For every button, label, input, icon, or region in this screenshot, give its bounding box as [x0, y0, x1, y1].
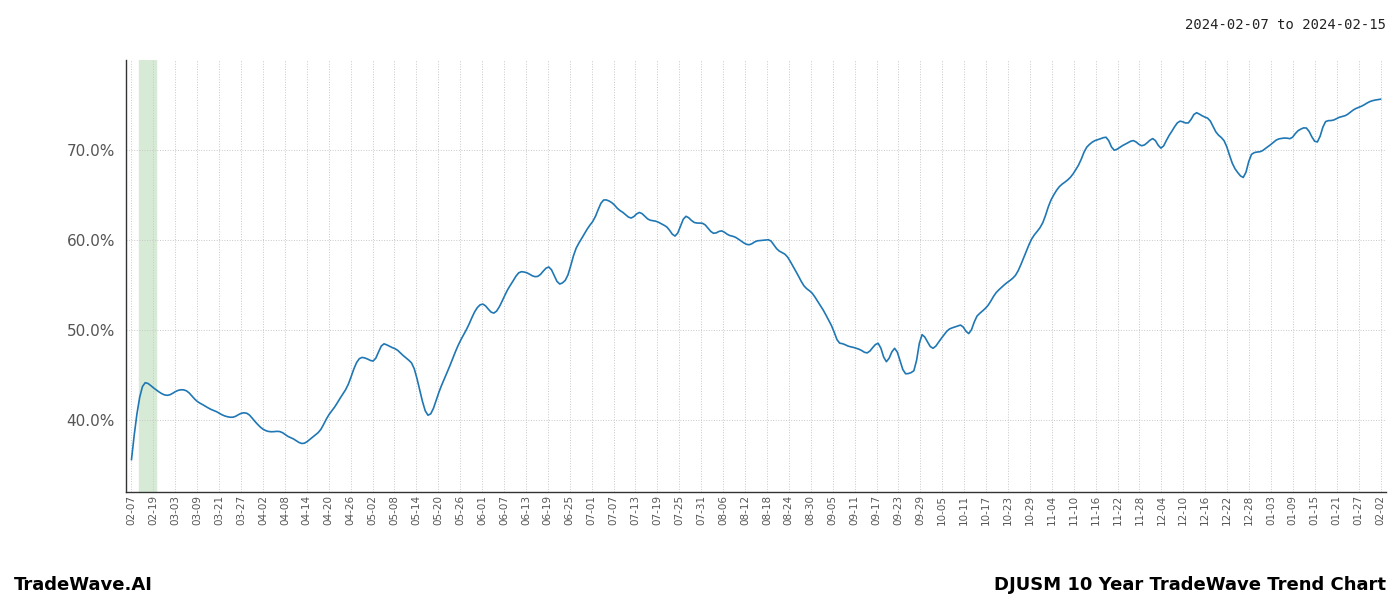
Text: DJUSM 10 Year TradeWave Trend Chart: DJUSM 10 Year TradeWave Trend Chart: [994, 576, 1386, 594]
Text: TradeWave.AI: TradeWave.AI: [14, 576, 153, 594]
Bar: [139, 60, 155, 492]
Text: 2024-02-07 to 2024-02-15: 2024-02-07 to 2024-02-15: [1184, 18, 1386, 32]
